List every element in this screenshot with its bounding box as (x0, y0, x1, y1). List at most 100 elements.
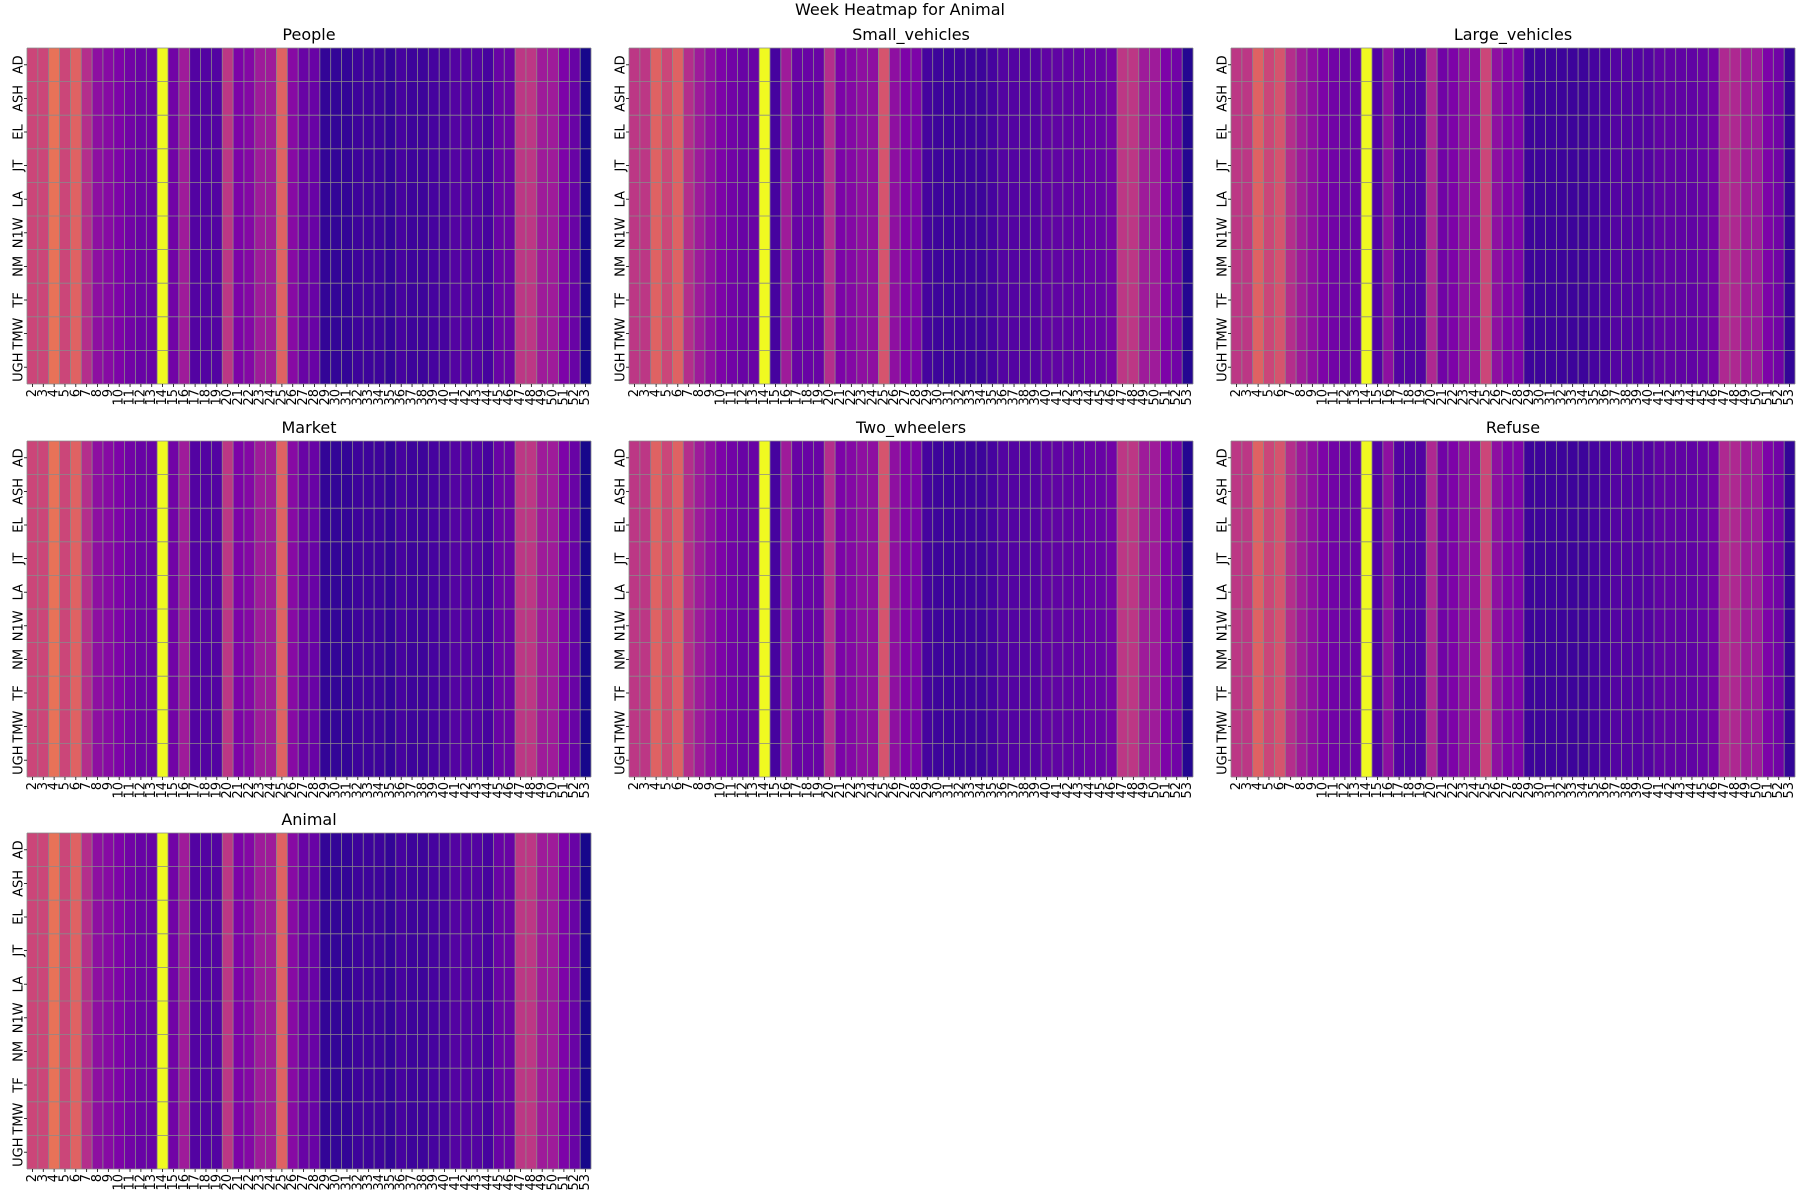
heatmap-cell (569, 148, 581, 183)
heatmap-cell (92, 743, 103, 778)
heatmap-cell (1534, 48, 1546, 82)
heatmap-cell (113, 350, 125, 385)
heatmap-cell (921, 709, 933, 744)
heatmap-cell (157, 575, 169, 610)
heatmap-cell (1084, 541, 1096, 576)
heatmap-cell (1491, 508, 1503, 542)
heatmap-cell (856, 283, 868, 317)
heatmap-cell (124, 1068, 136, 1102)
heatmap-cell (417, 283, 429, 317)
heatmap-cell (1317, 709, 1329, 744)
heatmap-cell (1372, 709, 1383, 744)
heatmap-cell (1263, 642, 1275, 677)
x-tick-label: 9 (1305, 389, 1320, 397)
heatmap-cell (737, 575, 749, 610)
heatmap-cell (965, 575, 977, 610)
heatmap-cell (1106, 676, 1118, 710)
heatmap-cell (1382, 709, 1394, 744)
heatmap-cell (146, 709, 158, 744)
heatmap-cell (70, 182, 82, 217)
heatmap-cell (1740, 115, 1752, 149)
heatmap-cell (835, 709, 846, 744)
heatmap-cell (1513, 743, 1524, 778)
heatmap-cell (1751, 316, 1763, 351)
heatmap-cell (222, 866, 234, 901)
heatmap-cell (1588, 115, 1600, 149)
heatmap-cell (1084, 350, 1096, 385)
heatmap-cell (1719, 676, 1730, 710)
heatmap-cell (254, 441, 266, 475)
heatmap-cell (168, 81, 179, 116)
heatmap-cell (287, 115, 299, 149)
heatmap-cell (780, 148, 792, 183)
heatmap-cell (1545, 249, 1557, 284)
x-tick-label: 40 (437, 782, 452, 799)
heatmap-cell (997, 541, 1009, 576)
heatmap-cell (92, 1034, 103, 1069)
heatmap-cell (547, 474, 559, 509)
heatmap-cell (59, 115, 71, 149)
heatmap-cell (265, 1034, 277, 1069)
heatmap-cell (450, 900, 461, 934)
heatmap-cell (363, 441, 375, 475)
heatmap-cell (265, 48, 277, 82)
heatmap-cell (81, 474, 93, 509)
heatmap-cell (1041, 249, 1053, 284)
heatmap-cell (135, 316, 147, 351)
heatmap-cell (265, 967, 277, 1002)
heatmap-cell (1578, 709, 1589, 744)
x-tick-label: 46 (1706, 782, 1721, 799)
heatmap-cell (450, 81, 461, 116)
heatmap-cell (1008, 115, 1020, 149)
heatmap-cell (1339, 216, 1351, 250)
heatmap-cell (580, 115, 592, 149)
heatmap-cell (558, 115, 570, 149)
heatmap-cell (37, 441, 49, 475)
heatmap-cell (845, 441, 857, 475)
heatmap-cell (802, 676, 814, 710)
heatmap-cell (471, 609, 483, 643)
heatmap-cell (921, 249, 933, 284)
heatmap-cell (1317, 81, 1329, 116)
heatmap-cell (965, 642, 977, 677)
heatmap-cell (1458, 350, 1470, 385)
heatmap-cell (1030, 575, 1042, 610)
heatmap-cell (1534, 81, 1546, 116)
y-tick-label: LA (1216, 584, 1231, 601)
x-tick-label: 12 (735, 782, 750, 799)
heatmap-cell (932, 575, 944, 610)
heatmap-cell (102, 933, 114, 968)
heatmap-cell (1182, 216, 1194, 250)
y-tick-label: TMW (1216, 317, 1231, 350)
heatmap-cell (450, 1101, 461, 1136)
heatmap-cell (233, 508, 244, 542)
heatmap-cell (1588, 249, 1600, 284)
heatmap-cell (417, 676, 429, 710)
heatmap-cell (759, 216, 771, 250)
heatmap-cell (395, 316, 407, 351)
heatmap-cell (70, 48, 82, 82)
panel-title: Small_vehicles (852, 25, 970, 45)
heatmap-cell (298, 900, 310, 934)
heatmap-cell (287, 283, 299, 317)
heatmap-cell (395, 967, 407, 1002)
heatmap-cell (406, 1135, 418, 1170)
heatmap-cell (536, 350, 548, 385)
heatmap-cell (1708, 743, 1720, 778)
heatmap-cell (27, 1001, 38, 1035)
heatmap-cell (363, 676, 375, 710)
heatmap-cell (1296, 48, 1307, 82)
heatmap-cell (1328, 115, 1340, 149)
heatmap-cell (672, 148, 684, 183)
heatmap-cell (639, 676, 651, 710)
heatmap-cell (330, 508, 342, 542)
heatmap-cell (515, 933, 526, 968)
heatmap-cell (921, 743, 933, 778)
heatmap-cell (102, 148, 114, 183)
heatmap-cell (726, 676, 738, 710)
x-tick-label: 16 (1381, 389, 1396, 406)
heatmap-cell (536, 967, 548, 1002)
heatmap-cell (493, 81, 505, 116)
heatmap-cell (694, 441, 705, 475)
x-tick-label: 52 (1169, 782, 1184, 799)
